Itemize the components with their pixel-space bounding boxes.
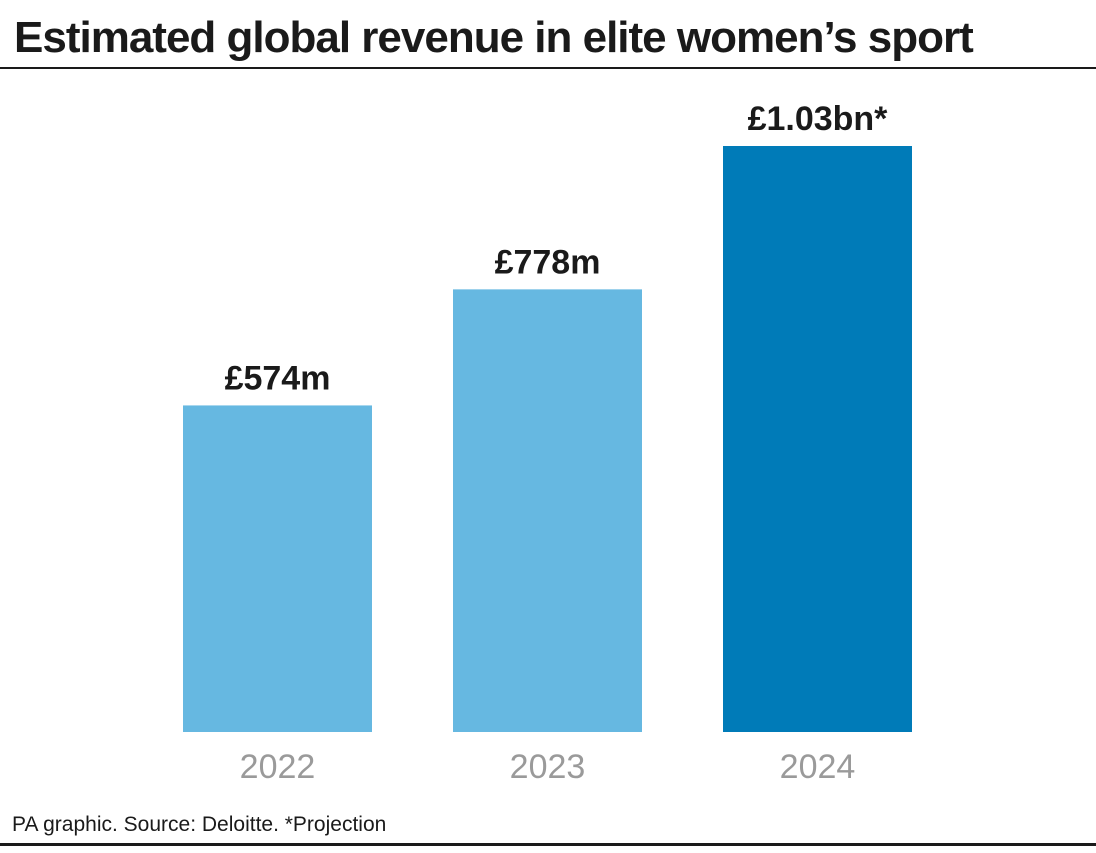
- value-label-2024: £1.03bn*: [748, 100, 889, 138]
- x-tick-label-2024: 2024: [780, 748, 856, 786]
- bar-2023: [453, 289, 642, 732]
- bar-2024: [723, 146, 912, 732]
- bottom-divider: [0, 843, 1096, 846]
- bar-chart: £574m 2022 £778m 2023 £1.03bn* 2024: [183, 100, 912, 786]
- title-divider: [0, 67, 1096, 69]
- bar-2022: [183, 405, 372, 732]
- value-label-2022: £574m: [225, 359, 331, 397]
- source-note: PA graphic. Source: Deloitte. *Projectio…: [12, 813, 387, 836]
- x-tick-label-2023: 2023: [510, 748, 586, 786]
- x-tick-label-2022: 2022: [240, 748, 316, 786]
- value-label-2023: £778m: [495, 243, 601, 281]
- chart-title: Estimated global revenue in elite women’…: [14, 13, 974, 62]
